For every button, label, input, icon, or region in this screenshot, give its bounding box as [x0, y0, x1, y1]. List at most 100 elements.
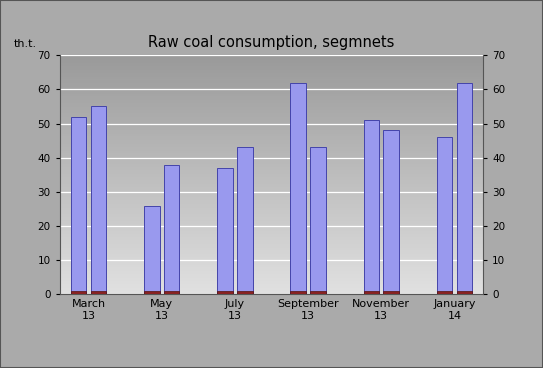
- Bar: [60, 284, 483, 285]
- Bar: [60, 229, 483, 230]
- Bar: [60, 245, 483, 246]
- Bar: [310, 291, 326, 294]
- Bar: [60, 124, 483, 125]
- Bar: [60, 74, 483, 75]
- Bar: [437, 291, 452, 294]
- Bar: [60, 174, 483, 175]
- Bar: [60, 102, 483, 103]
- Bar: [60, 147, 483, 148]
- Bar: [60, 218, 483, 219]
- Bar: [71, 117, 86, 294]
- Bar: [60, 77, 483, 78]
- Bar: [60, 290, 483, 291]
- Bar: [60, 121, 483, 123]
- Bar: [60, 197, 483, 198]
- Bar: [60, 138, 483, 139]
- Bar: [60, 268, 483, 269]
- Bar: [60, 285, 483, 286]
- Bar: [60, 167, 483, 168]
- Bar: [60, 125, 483, 126]
- Bar: [60, 166, 483, 167]
- Bar: [60, 196, 483, 197]
- Bar: [60, 190, 483, 191]
- Bar: [60, 83, 483, 84]
- Bar: [60, 204, 483, 205]
- Bar: [60, 104, 483, 105]
- Bar: [291, 291, 306, 294]
- Bar: [60, 253, 483, 254]
- Bar: [60, 266, 483, 267]
- Title: Raw coal consumption, segmnets: Raw coal consumption, segmnets: [148, 35, 395, 50]
- Bar: [60, 84, 483, 85]
- Bar: [60, 263, 483, 265]
- Bar: [60, 281, 483, 282]
- Bar: [60, 291, 483, 293]
- Bar: [217, 291, 233, 294]
- Bar: [60, 139, 483, 140]
- Bar: [60, 92, 483, 93]
- Bar: [60, 115, 483, 116]
- Bar: [60, 237, 483, 238]
- Bar: [60, 209, 483, 210]
- Bar: [60, 210, 483, 211]
- Bar: [60, 101, 483, 102]
- Bar: [60, 282, 483, 283]
- Bar: [60, 203, 483, 204]
- Bar: [60, 145, 483, 146]
- Bar: [60, 275, 483, 276]
- Bar: [60, 157, 483, 158]
- Bar: [60, 68, 483, 69]
- Bar: [60, 144, 483, 145]
- Bar: [60, 176, 483, 177]
- Bar: [60, 95, 483, 96]
- Bar: [60, 126, 483, 127]
- Bar: [60, 173, 483, 174]
- Bar: [60, 214, 483, 215]
- Bar: [60, 155, 483, 156]
- Bar: [60, 154, 483, 155]
- Bar: [60, 76, 483, 77]
- Bar: [60, 241, 483, 242]
- Bar: [60, 280, 483, 281]
- Bar: [60, 202, 483, 203]
- Bar: [60, 169, 483, 170]
- Bar: [60, 112, 483, 113]
- Bar: [60, 240, 483, 241]
- Bar: [60, 60, 483, 61]
- Bar: [60, 267, 483, 268]
- Bar: [60, 82, 483, 83]
- Bar: [60, 149, 483, 151]
- Bar: [237, 148, 252, 294]
- Bar: [60, 276, 483, 277]
- Bar: [60, 283, 483, 284]
- Bar: [60, 225, 483, 226]
- Bar: [60, 186, 483, 187]
- Bar: [60, 258, 483, 259]
- Bar: [60, 178, 483, 180]
- Bar: [60, 123, 483, 124]
- Bar: [60, 142, 483, 143]
- Bar: [60, 133, 483, 134]
- Bar: [144, 206, 160, 294]
- Bar: [60, 189, 483, 190]
- Bar: [60, 163, 483, 164]
- Bar: [60, 184, 483, 185]
- Bar: [60, 120, 483, 121]
- Bar: [60, 182, 483, 183]
- Bar: [60, 265, 483, 266]
- Bar: [60, 233, 483, 234]
- Bar: [237, 291, 252, 294]
- Bar: [60, 243, 483, 244]
- Bar: [60, 232, 483, 233]
- Bar: [60, 69, 483, 70]
- Bar: [60, 208, 483, 209]
- Bar: [60, 103, 483, 104]
- Bar: [60, 81, 483, 82]
- Bar: [60, 198, 483, 199]
- Bar: [60, 206, 483, 208]
- Bar: [60, 269, 483, 270]
- Bar: [60, 152, 483, 153]
- Bar: [60, 249, 483, 250]
- Bar: [60, 148, 483, 149]
- Bar: [60, 160, 483, 161]
